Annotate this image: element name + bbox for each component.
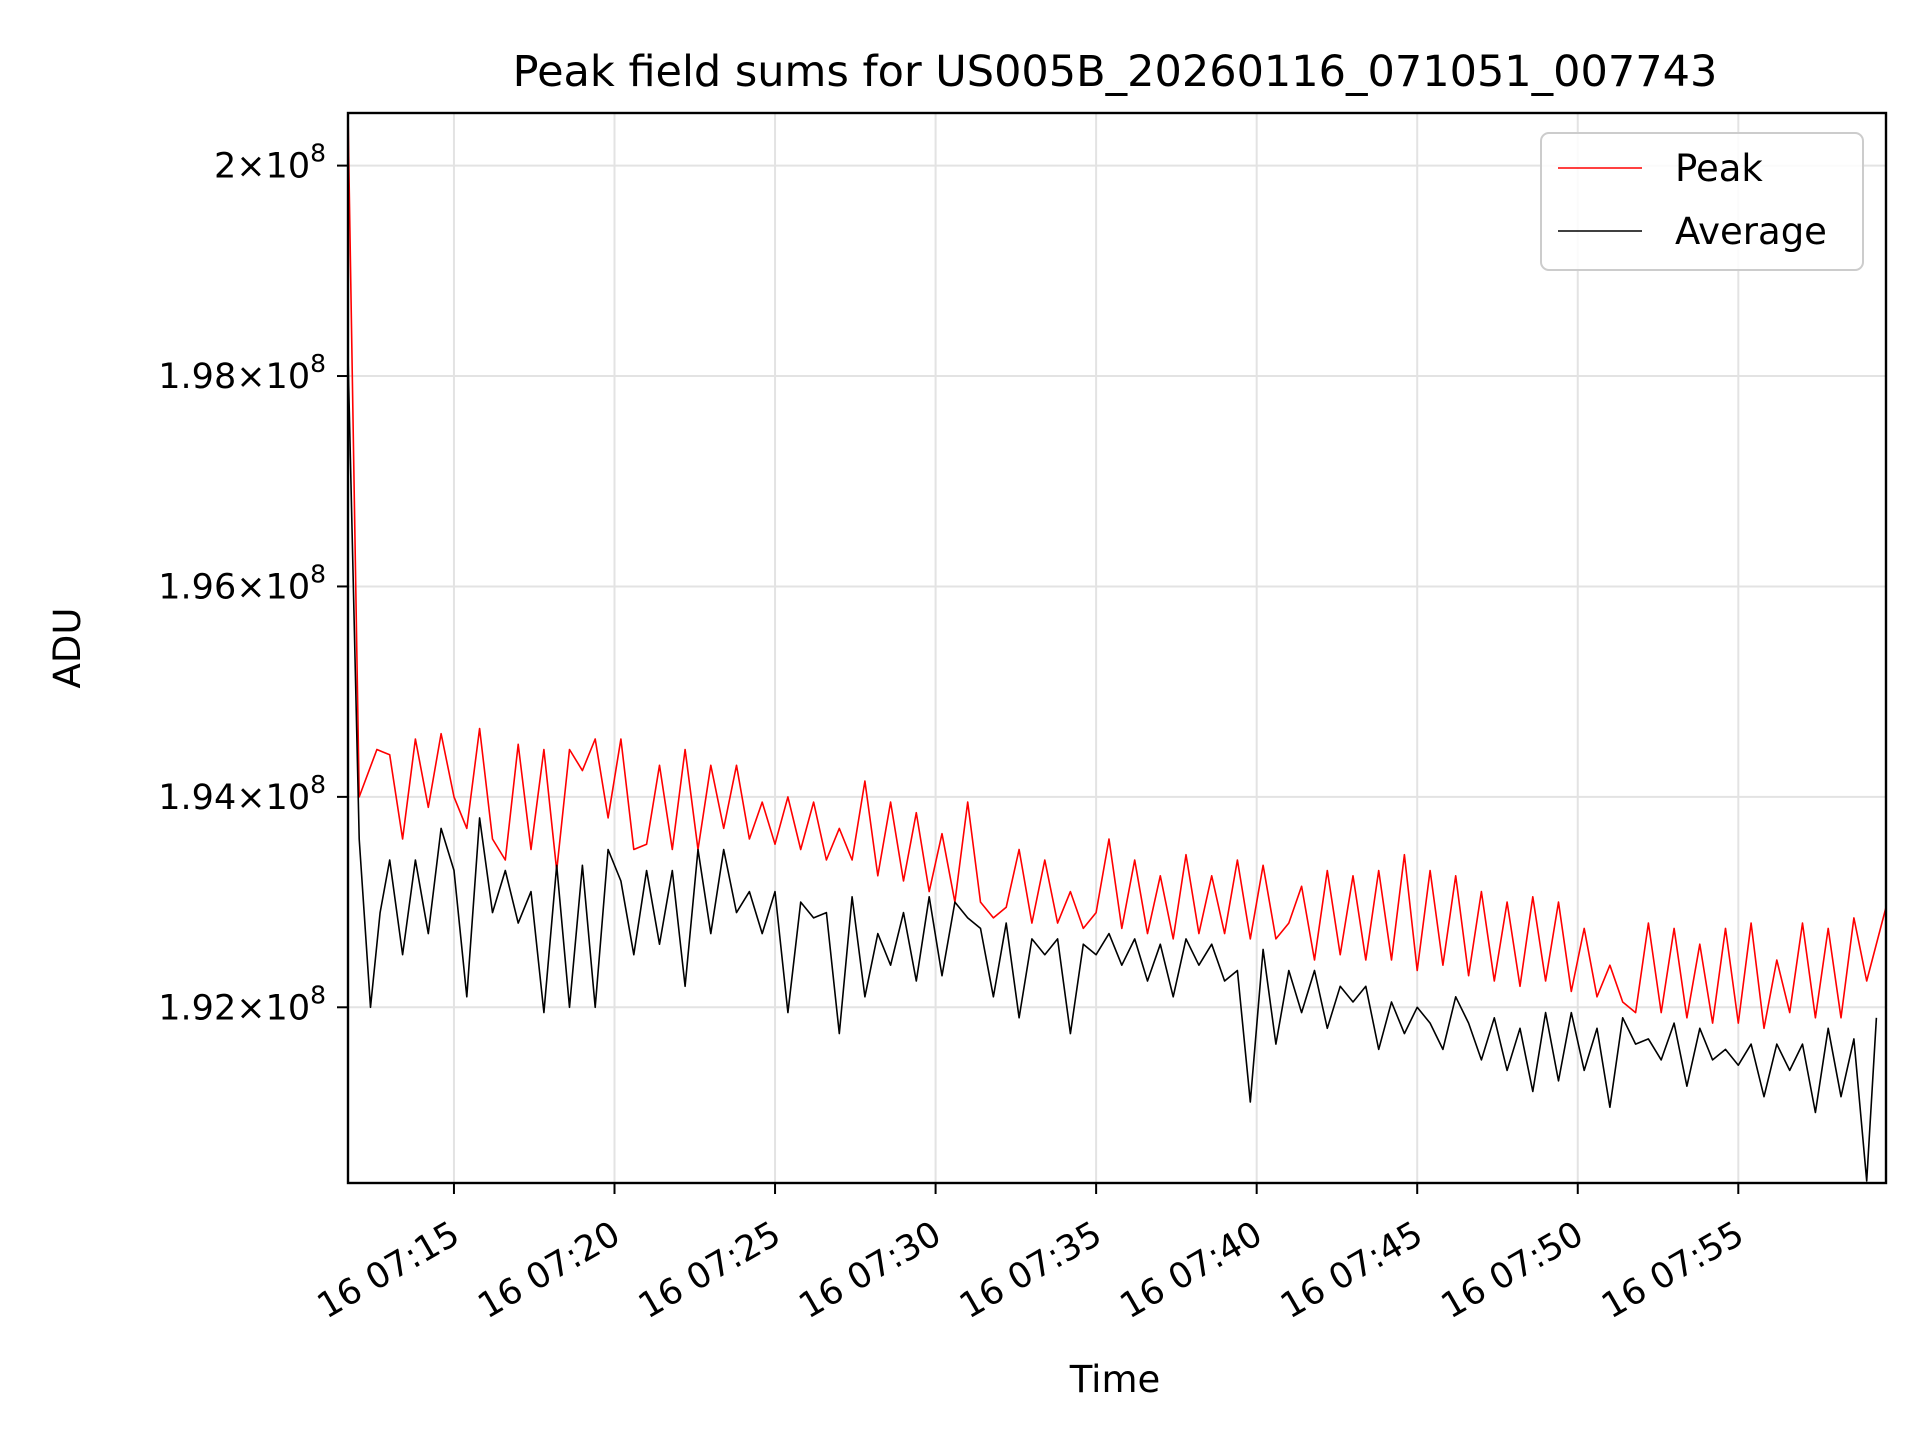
legend-label-average: Average xyxy=(1675,210,1827,253)
y-axis: 1.92×108 1.94×108 1.96×108 1.98×108 2×108 xyxy=(158,139,348,1028)
y-tick-label: 1.92×108 xyxy=(158,980,326,1028)
y-tick-label: 2×108 xyxy=(214,139,326,187)
series-line-average xyxy=(348,354,1878,1182)
legend-label-peak: Peak xyxy=(1675,147,1763,190)
plot-frame xyxy=(346,111,1888,1185)
y-tick-label: 1.94×108 xyxy=(158,770,326,818)
chart-title: Peak field sums for US005B_20260116_0710… xyxy=(513,47,1718,97)
series-line-peak xyxy=(348,113,1886,1030)
legend: Peak Average xyxy=(1540,132,1864,271)
x-axis-label: Time xyxy=(1069,1358,1161,1401)
series-layer xyxy=(348,113,1886,1182)
y-axis-label: ADU xyxy=(46,608,89,689)
y-tick-label: 1.96×108 xyxy=(158,559,326,607)
y-tick-label: 1.98×108 xyxy=(158,349,326,397)
